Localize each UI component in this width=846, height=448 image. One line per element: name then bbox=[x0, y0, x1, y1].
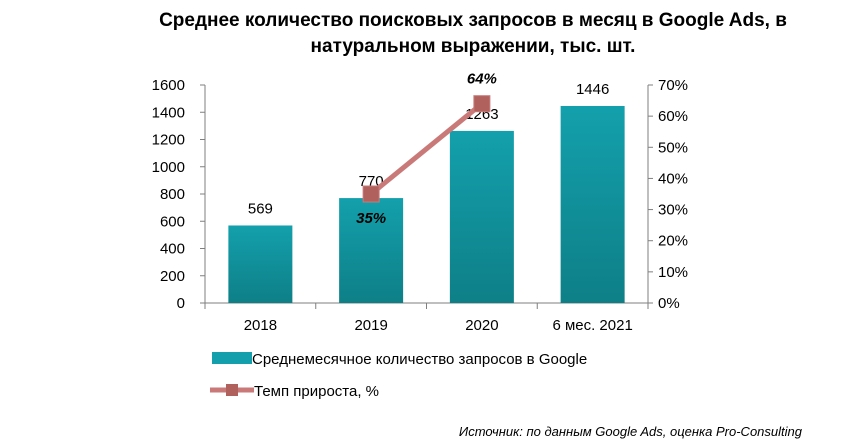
left-tick-label: 800 bbox=[160, 186, 185, 203]
right-tick-label: 50% bbox=[658, 139, 688, 156]
left-tick-label: 1200 bbox=[152, 132, 185, 149]
bar-value-label: 569 bbox=[248, 200, 273, 217]
chart-title-line2: натуральном выражении, тыс. шт. bbox=[310, 36, 636, 57]
left-tick-label: 1600 bbox=[152, 77, 185, 94]
right-tick-label: 20% bbox=[658, 233, 688, 250]
growth-value-label: 64% bbox=[467, 71, 497, 88]
right-tick-label: 60% bbox=[658, 108, 688, 125]
left-tick-label: 400 bbox=[160, 241, 185, 258]
left-tick-label: 0 bbox=[177, 295, 185, 312]
source-note: Источник: по данным Google Ads, оценка P… bbox=[458, 424, 802, 439]
right-tick-label: 0% bbox=[658, 295, 680, 312]
bar bbox=[228, 225, 293, 303]
left-tick-label: 1000 bbox=[152, 159, 185, 176]
right-tick-label: 70% bbox=[658, 77, 688, 94]
x-tick-label: 2020 bbox=[465, 317, 498, 334]
left-tick-label: 1400 bbox=[152, 104, 185, 121]
x-tick-label: 2018 bbox=[244, 317, 277, 334]
right-tick-label: 30% bbox=[658, 202, 688, 219]
bar-value-label: 1446 bbox=[576, 81, 609, 98]
right-tick-label: 10% bbox=[658, 264, 688, 281]
legend-bar-label: Среднемесячное количество запросов в Goo… bbox=[252, 351, 587, 368]
growth-marker bbox=[362, 185, 380, 203]
growth-value-label: 35% bbox=[356, 210, 386, 227]
chart-title-line1: Среднее количество поисковых запросов в … bbox=[159, 10, 787, 31]
x-tick-label: 6 мес. 2021 bbox=[552, 317, 632, 334]
bar bbox=[449, 130, 514, 303]
bar bbox=[339, 198, 404, 303]
x-tick-label: 2019 bbox=[354, 317, 387, 334]
right-tick-label: 40% bbox=[658, 170, 688, 187]
bar bbox=[560, 105, 625, 303]
legend-line-marker bbox=[226, 384, 238, 396]
left-tick-label: 200 bbox=[160, 268, 185, 285]
left-tick-label: 600 bbox=[160, 213, 185, 230]
growth-line bbox=[369, 101, 484, 196]
legend-bar-swatch bbox=[212, 352, 252, 364]
growth-marker bbox=[473, 95, 491, 113]
legend-line-label: Темп прироста, % bbox=[254, 383, 379, 400]
chart-title: Среднее количество поисковых запросов в … bbox=[70, 8, 846, 60]
